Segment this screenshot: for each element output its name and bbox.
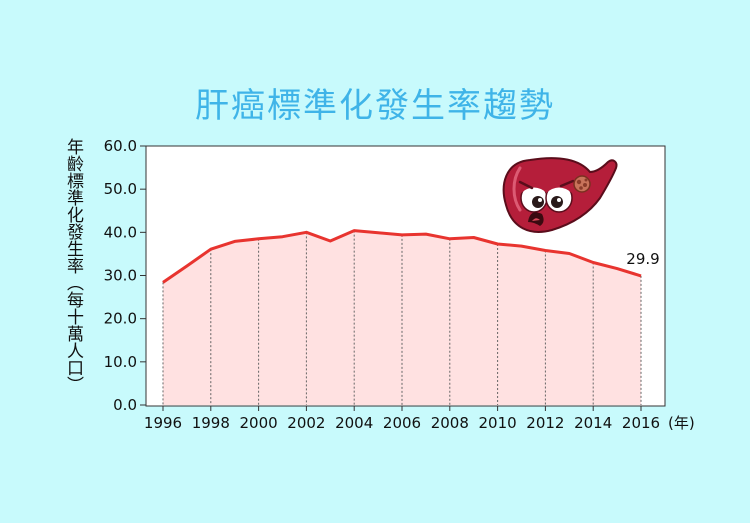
y-axis-ticks: 0.0 10.0 20.0 30.0 40.0 50.0 60.0: [104, 137, 146, 414]
y-tick-label: 40.0: [104, 223, 137, 241]
chart-title: 肝癌標準化發生率趨勢: [195, 86, 555, 126]
liver-mascot-icon: [502, 157, 618, 233]
data-label-2016: 29.9: [626, 250, 659, 268]
y-tick-label: 10.0: [104, 353, 137, 371]
x-tick-label: 2016: [622, 414, 660, 432]
y-tick-label: 30.0: [104, 267, 137, 285]
y-tick-label: 0.0: [113, 396, 137, 414]
x-tick-label: 2012: [526, 414, 564, 432]
y-tick-label: 20.0: [104, 310, 137, 328]
y-tick-label: 50.0: [104, 180, 137, 198]
x-tick-label: 2002: [287, 414, 325, 432]
x-tick-label: 2000: [240, 414, 278, 432]
x-tick-label: 2004: [335, 414, 373, 432]
x-tick-label: 1996: [144, 414, 182, 432]
vertical-gridlines: [162, 230, 642, 405]
x-tick-label: 2014: [574, 414, 612, 432]
x-tick-label: 2006: [383, 414, 421, 432]
x-tick-label: 2010: [479, 414, 517, 432]
x-axis-ticks: 1996 1998 2000 2002 2004 2006 2008 2010 2012 2014…: [144, 406, 660, 432]
series-line: [162, 229, 642, 284]
y-axis-label: 年齡標準化發生率（每十萬人口）: [63, 138, 83, 393]
x-tick-label: 1998: [192, 414, 230, 432]
area-fill: [163, 230, 641, 405]
x-axis-unit: (年): [668, 414, 695, 432]
x-tick-label: 2008: [431, 414, 469, 432]
y-tick-label: 60.0: [104, 137, 137, 155]
